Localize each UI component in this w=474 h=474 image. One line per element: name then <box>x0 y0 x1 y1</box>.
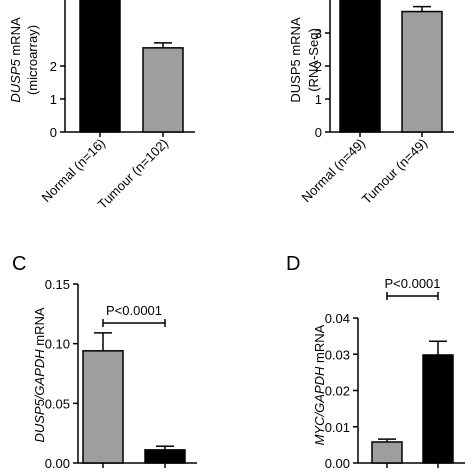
label-part: (microarray) <box>25 25 40 95</box>
y-tick-label: 2 <box>315 59 322 74</box>
y-tick-label: 1 <box>315 92 322 107</box>
y-axis-label: DUSP5 mRNA <box>288 17 303 103</box>
y-tick-label: 0.03 <box>325 347 350 362</box>
x-tick-label: Normal (n=49) <box>299 136 369 206</box>
y-tick-label: 0.04 <box>325 311 350 326</box>
y-tick-label: 1 <box>50 92 57 107</box>
y-tick-label: 0.00 <box>325 456 350 471</box>
bar <box>79 0 121 133</box>
bar <box>422 354 454 464</box>
bar <box>142 47 184 133</box>
y-tick-label: 0.02 <box>325 384 350 399</box>
bar <box>339 0 381 133</box>
y-tick-label: 0.05 <box>45 396 70 411</box>
panel-letter: D <box>286 253 300 275</box>
label-part: mRNA <box>32 307 47 349</box>
y-axis-label: (RNA-Seq) <box>306 28 321 92</box>
bar <box>144 449 186 464</box>
y-tick-label: 2 <box>50 59 57 74</box>
annotation: P<0.0001 <box>384 276 440 291</box>
y-tick-label: 0 <box>315 125 322 140</box>
bar <box>371 441 403 464</box>
label-part: (RNA-Seq) <box>306 28 321 92</box>
y-axis-label: DUSP5 mRNA <box>8 17 23 103</box>
y-axis-label: (microarray) <box>25 25 40 95</box>
label-part: mRNA <box>312 324 327 366</box>
bar <box>82 350 124 464</box>
panel-letter: C <box>12 253 26 275</box>
annotation: P<0.0001 <box>106 303 162 318</box>
bar <box>401 10 443 133</box>
y-tick-label: 0.15 <box>45 277 70 292</box>
y-axis-label: MYC/GAPDH mRNA <box>312 324 327 445</box>
y-tick-label: 0.00 <box>45 456 70 471</box>
label-part: mRNA <box>8 17 23 59</box>
label-part: DUSP5 <box>8 59 23 103</box>
y-axis-label: DUSP5/GAPDH mRNA <box>32 307 47 442</box>
x-tick-label: Tumour (n=49) <box>359 136 430 207</box>
y-tick-label: 0 <box>50 125 57 140</box>
y-tick-label: 0.10 <box>45 337 70 352</box>
label-part: DUSP5 mRNA <box>288 17 303 103</box>
label-part: MYC/GAPDH <box>312 366 327 445</box>
y-tick-label: 0.01 <box>325 420 350 435</box>
y-tick-label: 3 <box>315 26 322 41</box>
x-tick-label: Normal (n=16) <box>39 136 109 206</box>
label-part: DUSP5/GAPDH <box>32 349 47 443</box>
